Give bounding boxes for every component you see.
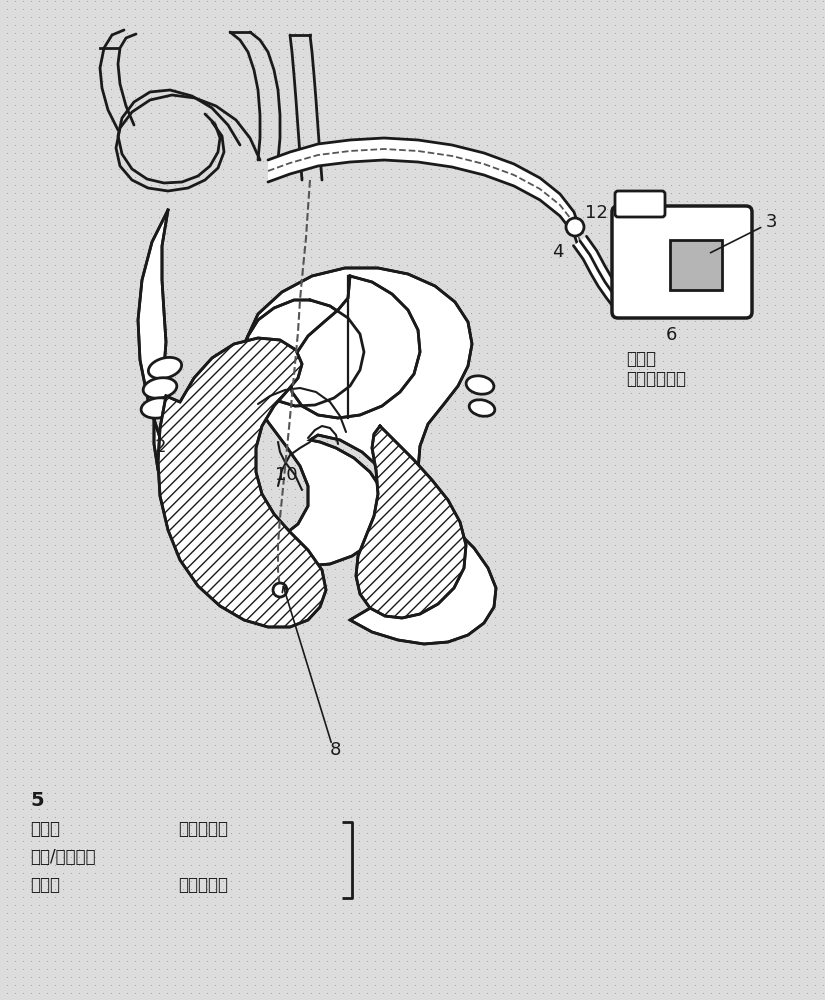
Ellipse shape: [144, 378, 177, 398]
Circle shape: [273, 583, 287, 597]
Polygon shape: [138, 210, 496, 644]
Text: 10: 10: [275, 466, 298, 484]
Polygon shape: [573, 236, 629, 314]
Ellipse shape: [141, 398, 175, 418]
Ellipse shape: [148, 357, 182, 379]
Text: 8: 8: [330, 741, 342, 759]
Text: 检测器: 检测器: [30, 876, 60, 894]
Polygon shape: [268, 138, 580, 252]
FancyBboxPatch shape: [612, 206, 752, 318]
Text: 5: 5: [30, 791, 44, 810]
Ellipse shape: [469, 400, 495, 416]
Polygon shape: [158, 338, 326, 627]
Text: 3: 3: [710, 213, 777, 253]
Text: 处理器: 处理器: [626, 350, 656, 368]
Bar: [670, 240, 722, 290]
Text: 传感器: 传感器: [30, 820, 60, 838]
Text: 6: 6: [666, 326, 677, 344]
Text: 运动/身体活动: 运动/身体活动: [30, 848, 96, 866]
Polygon shape: [244, 300, 364, 406]
FancyBboxPatch shape: [615, 191, 665, 217]
Text: 4: 4: [552, 243, 563, 261]
Circle shape: [566, 218, 584, 236]
Ellipse shape: [466, 376, 494, 394]
Polygon shape: [356, 426, 466, 618]
Text: （可选的）: （可选的）: [178, 820, 228, 838]
Text: 12: 12: [585, 204, 608, 222]
Text: 2: 2: [155, 438, 167, 456]
Polygon shape: [290, 276, 420, 418]
Text: 远程监测装置: 远程监测装置: [626, 370, 686, 388]
Text: （可选的）: （可选的）: [178, 876, 228, 894]
